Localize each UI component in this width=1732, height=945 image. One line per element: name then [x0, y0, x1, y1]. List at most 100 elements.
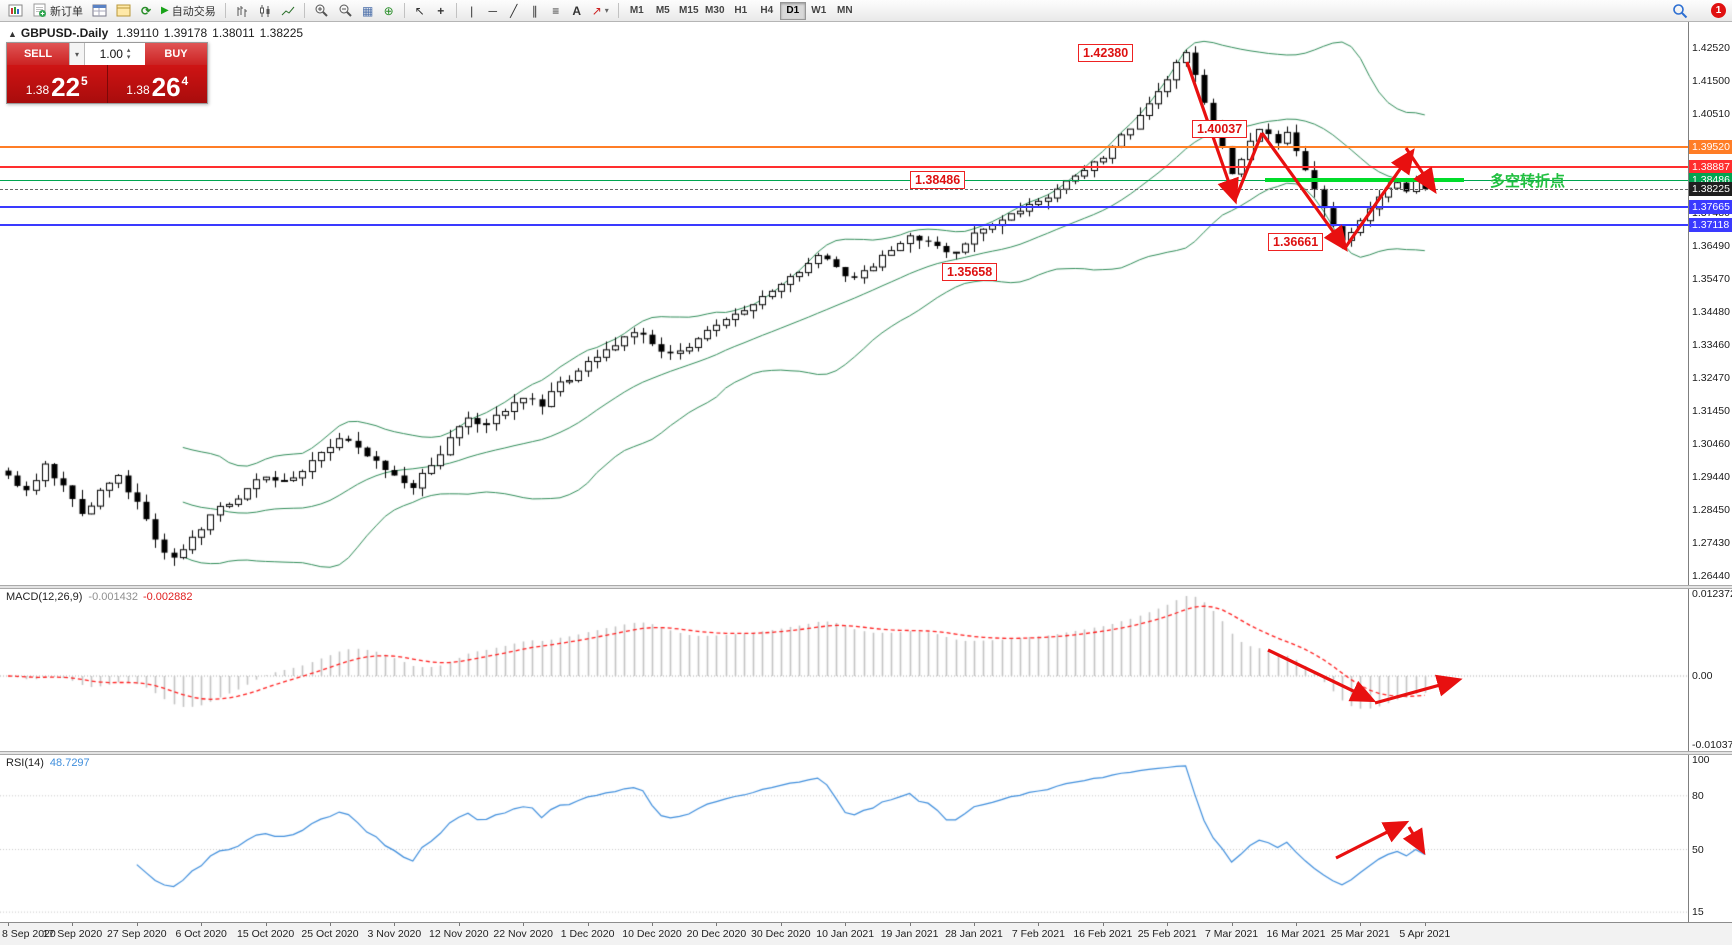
- rsi-indicator-label: RSI(14) 48.7297: [6, 757, 90, 769]
- timeframe-toolbar: M1 M5 M15 M30 H1 H4 D1 W1 MN: [624, 1, 858, 20]
- zoom-out-button[interactable]: [334, 1, 357, 21]
- trendline-tool-button[interactable]: ╱: [504, 1, 524, 21]
- price-tick: 1.34480: [1692, 306, 1730, 318]
- search-button[interactable]: [1668, 1, 1692, 21]
- notification-badge[interactable]: 1: [1711, 3, 1726, 18]
- cursor-tool-button[interactable]: ↖: [410, 1, 430, 21]
- sell-button[interactable]: SELL: [7, 43, 69, 65]
- support-line-segment[interactable]: [1265, 178, 1464, 183]
- time-label: 3 Nov 2020: [367, 928, 422, 940]
- turning-point-label[interactable]: 多空转折点: [1490, 173, 1566, 190]
- vertical-line-tool-button[interactable]: |: [462, 1, 482, 21]
- time-label: 25 Oct 2020: [301, 928, 359, 940]
- time-tick: [1102, 923, 1104, 926]
- sell-price-quote[interactable]: 1.38 22 5: [7, 65, 107, 103]
- timeframe-button-mn[interactable]: MN: [837, 5, 853, 16]
- horizontal-level-line[interactable]: [0, 179, 1688, 181]
- text-tool-button[interactable]: A: [567, 1, 587, 21]
- timeframe-button-h4[interactable]: H4: [760, 5, 774, 16]
- arrows-tool-button[interactable]: ↗ ▾: [588, 1, 613, 21]
- timeframe-button-m1[interactable]: M1: [629, 5, 644, 16]
- channel-tool-button[interactable]: ∥: [525, 1, 545, 21]
- price-tag: 1.37118: [1689, 218, 1732, 233]
- autotrade-play-icon: ▶: [161, 4, 169, 16]
- time-tick: [136, 923, 138, 926]
- tile-windows-button[interactable]: ▦: [358, 1, 378, 21]
- price-annotation[interactable]: 1.40037: [1192, 120, 1248, 138]
- sell-price-sup: 5: [81, 74, 88, 88]
- buy-button[interactable]: BUY: [145, 43, 207, 65]
- autotrade-label: 自动交易: [171, 5, 216, 18]
- price-tick: 1.27430: [1692, 537, 1730, 550]
- panel-separator-rsi[interactable]: [0, 751, 1732, 755]
- time-label: 5 Apr 2021: [1399, 928, 1451, 940]
- new-order-icon: [33, 3, 46, 17]
- time-label: 1 Dec 2020: [560, 928, 615, 940]
- volume-spin-buttons[interactable]: ▴ ▾: [127, 47, 131, 61]
- toolbar-separator: [403, 3, 405, 18]
- time-tick: [1167, 923, 1169, 926]
- spin-down-icon: ▾: [126, 54, 131, 61]
- timeframe-button-m30[interactable]: M30: [705, 5, 725, 16]
- price-axis[interactable]: 1.425201.415001.405101.374801.364901.354…: [1688, 22, 1732, 923]
- toolbar-separator: [303, 3, 305, 18]
- timeframe-button-m15[interactable]: M15: [679, 5, 699, 16]
- time-label: 7 Feb 2021: [1011, 928, 1065, 940]
- time-label: 10 Dec 2020: [622, 928, 682, 940]
- price-tick: 1.41500: [1692, 75, 1730, 88]
- market-watch-button[interactable]: [88, 1, 111, 21]
- rsi-axis-label: 100: [1692, 754, 1710, 766]
- autotrade-button[interactable]: ▶ 自动交易: [157, 1, 220, 21]
- horizontal-level-line[interactable]: [0, 206, 1688, 209]
- new-chart-button[interactable]: [4, 1, 27, 21]
- indicators-button[interactable]: ⊕: [379, 1, 399, 21]
- time-label: 25 Mar 2021: [1330, 928, 1390, 940]
- zoom-in-button[interactable]: [310, 1, 333, 21]
- chart-symbol-label: GBPUSD-.Daily: [20, 26, 109, 40]
- rsi-value: 48.7297: [49, 757, 90, 769]
- timeframe-button-w1[interactable]: W1: [811, 5, 827, 16]
- buy-price-small: 1.38: [126, 83, 150, 97]
- chevron-down-icon: ▾: [74, 49, 79, 59]
- ohlc-open: 1.39110: [116, 26, 159, 40]
- horizontal-level-line[interactable]: [0, 166, 1688, 169]
- timeframe-button-d1[interactable]: D1: [779, 1, 806, 20]
- time-label: 25 Feb 2021: [1137, 928, 1197, 940]
- price-annotation[interactable]: 1.38486: [910, 171, 966, 189]
- price-tag: 1.39520: [1689, 139, 1732, 154]
- macd-axis-label: 0.00: [1692, 670, 1713, 682]
- candlestick-mode-button[interactable]: [254, 1, 276, 21]
- horizontal-line-tool-button[interactable]: ─: [483, 1, 503, 21]
- line-chart-mode-button[interactable]: [277, 1, 299, 21]
- time-axis[interactable]: 8 Sep 2020 17 Sep 2020 27 Sep 2020 6 Oct 20…: [0, 922, 1732, 945]
- price-annotation[interactable]: 1.36661: [1268, 233, 1324, 251]
- price-annotation[interactable]: 1.42380: [1078, 44, 1134, 62]
- macd-name: MACD(12,26,9): [6, 591, 83, 603]
- fibonacci-tool-button[interactable]: ≡: [546, 1, 566, 21]
- new-order-button[interactable]: 新订单: [28, 1, 87, 21]
- buy-price-quote[interactable]: 1.38 26 4: [108, 65, 208, 103]
- buy-price-big: 26: [151, 72, 181, 102]
- timeframe-button-m5[interactable]: M5: [655, 5, 670, 16]
- price-annotation[interactable]: 1.35658: [942, 263, 998, 281]
- trendline-icon: ╱: [510, 3, 518, 18]
- horizontal-level-line[interactable]: [0, 145, 1688, 148]
- refresh-button[interactable]: ⟳: [136, 1, 156, 21]
- time-tick: [458, 923, 460, 926]
- crosshair-tool-button[interactable]: +: [431, 1, 451, 21]
- volume-stepper[interactable]: 1.00 ▴ ▾: [85, 43, 145, 65]
- tile-windows-icon: ▦: [362, 3, 374, 18]
- navigator-button[interactable]: [112, 1, 135, 21]
- time-tick: [8, 923, 9, 926]
- time-label: 30 Dec 2020: [751, 928, 811, 940]
- bar-chart-mode-button[interactable]: [231, 1, 253, 21]
- chart-window-icon: [8, 4, 23, 17]
- volume-dropdown[interactable]: ▾: [69, 43, 85, 65]
- one-click-toggle-icon[interactable]: ▲: [8, 29, 17, 39]
- panel-separator-macd[interactable]: [0, 585, 1732, 589]
- horizontal-level-line[interactable]: [0, 224, 1688, 227]
- chart-canvas[interactable]: [0, 22, 1688, 923]
- price-tick: 1.32470: [1692, 372, 1730, 384]
- time-tick: [652, 923, 653, 926]
- timeframe-button-h1[interactable]: H1: [734, 5, 748, 16]
